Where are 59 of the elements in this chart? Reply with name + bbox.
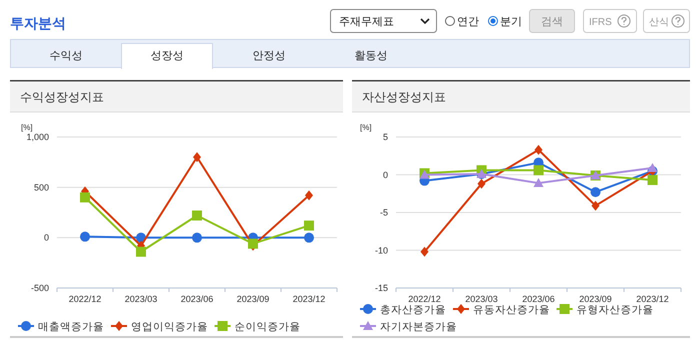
chart-title: 수익성장성지표	[20, 90, 104, 104]
text: 투자분석	[10, 15, 66, 31]
text: 산식	[649, 17, 669, 28]
point	[305, 190, 313, 200]
y-tick-label: -15	[374, 283, 388, 293]
x-tick-label: 2022/12	[408, 294, 441, 304]
point	[478, 178, 486, 189]
point	[534, 144, 542, 155]
y-axis-title: [%]	[21, 123, 33, 132]
point	[534, 178, 544, 188]
x-tick-label: 2023/03	[124, 294, 158, 304]
legend-label: 순이익증가율	[234, 321, 300, 333]
y-tick-label: -5	[380, 208, 388, 218]
x-tick-label: 2023/12	[292, 294, 326, 304]
point	[304, 220, 314, 231]
point	[420, 246, 428, 257]
point	[648, 175, 658, 186]
point	[590, 187, 600, 198]
x-tick-label: 2022/12	[68, 294, 102, 304]
x-tick-label: 2023/12	[636, 294, 669, 304]
y-tick-label: 0	[44, 232, 49, 243]
x-tick-label: 2023/09	[579, 294, 612, 304]
text: 안정성	[252, 50, 286, 62]
point	[80, 232, 90, 242]
legend-label: 유형자산증가율	[576, 304, 654, 316]
text: 연간	[457, 16, 479, 28]
y-tick-label: 1,000	[26, 132, 49, 142]
text: 검색	[541, 16, 563, 28]
y-tick-label: 500	[34, 182, 49, 192]
text: IFRS	[589, 17, 612, 28]
legend-label: 총자산증가율	[380, 304, 446, 316]
legend-label: 영업이익증가율	[131, 321, 208, 333]
legend-label: 유동자산증가율	[473, 304, 550, 316]
point	[592, 200, 600, 211]
point	[304, 232, 314, 243]
point	[80, 192, 90, 202]
legend-label: 자기자본증가율	[380, 321, 457, 333]
x-tick-label: 2023/09	[236, 294, 270, 304]
x-tick-label: 2023/03	[465, 294, 498, 304]
point	[192, 210, 202, 221]
point	[534, 165, 544, 176]
point	[136, 246, 146, 257]
y-axis-title: [%]	[360, 123, 372, 132]
chart-title: 자산성장성지표	[362, 90, 446, 104]
text: 활동성	[354, 50, 388, 62]
text: 주재무제표	[339, 16, 394, 28]
y-tick-label: 0	[382, 170, 388, 180]
y-tick-label: -10	[374, 245, 388, 256]
y-tick-label: -500	[30, 283, 49, 293]
y-tick-label: 5	[382, 132, 388, 142]
text: 수익성	[50, 50, 82, 62]
point	[192, 232, 202, 243]
text: 성장성	[150, 50, 184, 62]
legend-label: 매출액증가율	[38, 321, 104, 333]
point	[648, 162, 658, 172]
x-tick-label: 2023/06	[522, 294, 555, 304]
point	[193, 152, 201, 162]
x-tick-label: 2023/06	[180, 294, 214, 304]
text: 분기	[500, 16, 522, 28]
